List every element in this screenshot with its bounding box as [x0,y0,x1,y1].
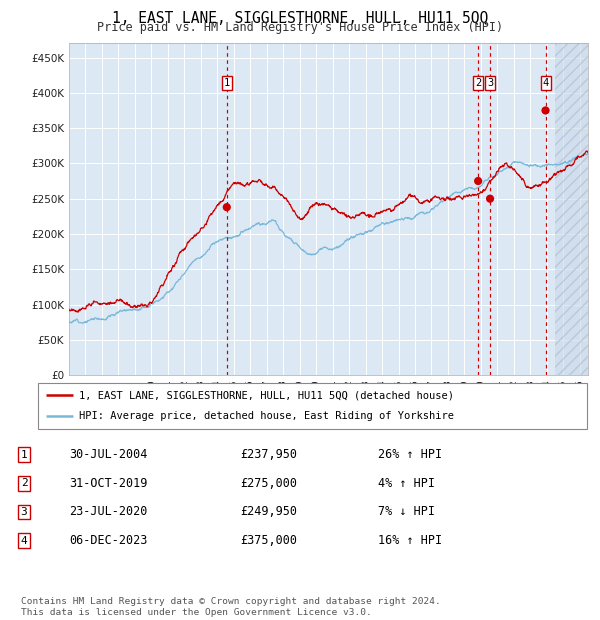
Text: 2: 2 [475,78,481,88]
Text: 4: 4 [20,536,28,546]
Text: 1, EAST LANE, SIGGLESTHORNE, HULL, HU11 5QQ: 1, EAST LANE, SIGGLESTHORNE, HULL, HU11 … [112,11,488,25]
Text: 16% ↑ HPI: 16% ↑ HPI [378,534,442,547]
Text: 3: 3 [20,507,28,517]
Text: 4% ↑ HPI: 4% ↑ HPI [378,477,435,490]
Bar [555,43,588,375]
Text: £375,000: £375,000 [240,534,297,547]
Text: £275,000: £275,000 [240,477,297,490]
Text: 31-OCT-2019: 31-OCT-2019 [69,477,148,490]
Text: 1: 1 [20,450,28,459]
Text: 1, EAST LANE, SIGGLESTHORNE, HULL, HU11 5QQ (detached house): 1, EAST LANE, SIGGLESTHORNE, HULL, HU11 … [79,390,454,400]
Text: 3: 3 [487,78,493,88]
Text: 1: 1 [224,78,230,88]
Text: 30-JUL-2004: 30-JUL-2004 [69,448,148,461]
Text: £249,950: £249,950 [240,505,297,518]
Point [473,176,483,186]
Text: Contains HM Land Registry data © Crown copyright and database right 2024.
This d: Contains HM Land Registry data © Crown c… [21,598,441,617]
Text: HPI: Average price, detached house, East Riding of Yorkshire: HPI: Average price, detached house, East… [79,412,454,422]
Text: 4: 4 [542,78,548,88]
Text: £237,950: £237,950 [240,448,297,461]
Text: Price paid vs. HM Land Registry's House Price Index (HPI): Price paid vs. HM Land Registry's House … [97,21,503,34]
Point [222,202,232,212]
Text: 23-JUL-2020: 23-JUL-2020 [69,505,148,518]
Text: 2: 2 [20,478,28,489]
FancyBboxPatch shape [38,383,587,429]
Point [485,193,495,203]
Text: 06-DEC-2023: 06-DEC-2023 [69,534,148,547]
Point [541,105,550,115]
Text: 26% ↑ HPI: 26% ↑ HPI [378,448,442,461]
Text: 7% ↓ HPI: 7% ↓ HPI [378,505,435,518]
